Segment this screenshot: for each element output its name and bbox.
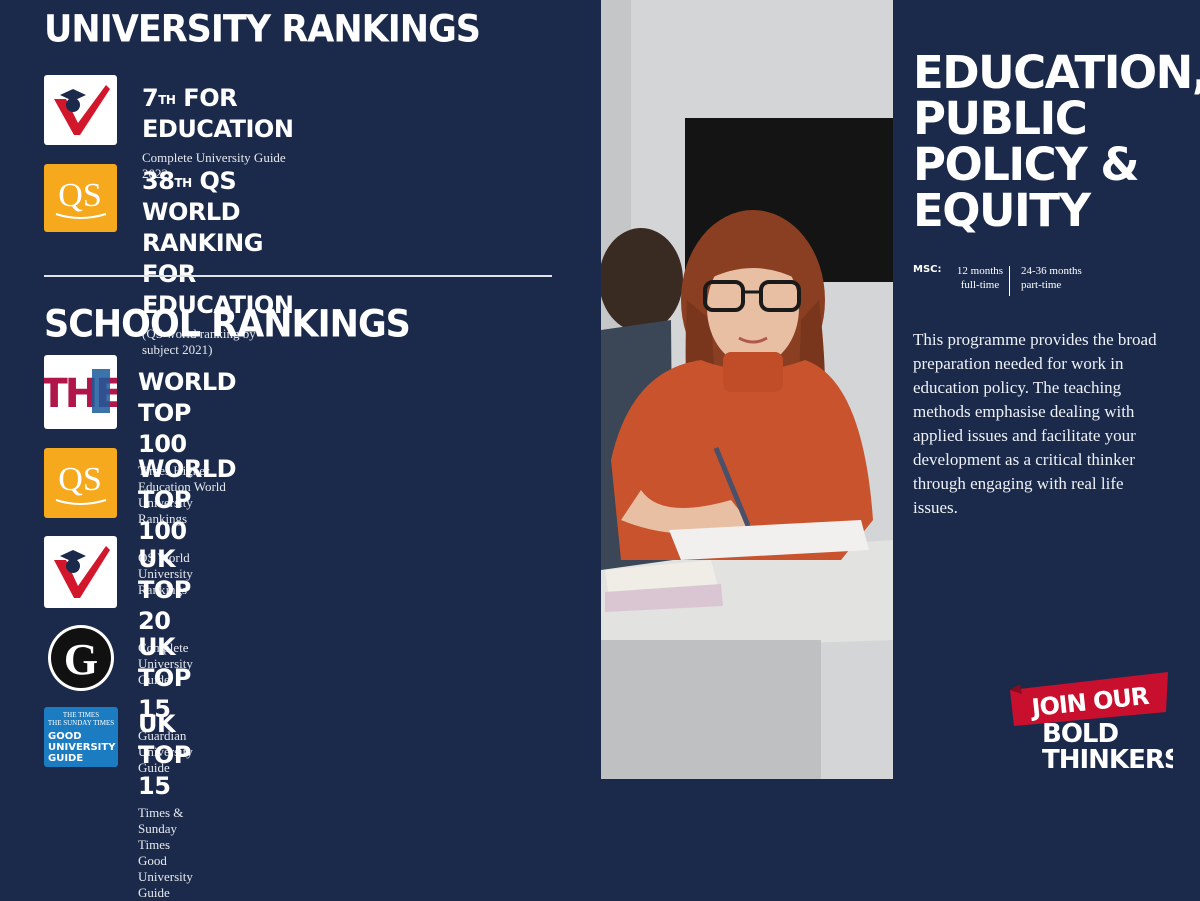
times-good-university-guide-logo: THE TIMES THE SUNDAY TIMES GOOD UNIVERSI… [44,707,118,767]
ranking-title: WORLD TOP 100 [138,455,237,545]
programme-panel: EDUCATION, PUBLIC POLICY & EQUITY MSC: 1… [893,0,1200,779]
ranking-source: Guardian University Guide [138,728,193,775]
school-rankings-heading: SCHOOL RANKINGS [44,303,411,347]
svg-text:THINKERS: THINKERS [1042,745,1173,772]
ranking-source: Complete University Guide 2022 [142,150,286,181]
msc-label: MSC: [913,264,942,275]
programme-description: This programme provides the broad prepar… [913,330,1157,517]
svg-text:UNIVERSITY: UNIVERSITY [48,742,116,753]
join-our-bold-thinkers-badge: JOIN OUR BOLD THINKERS [1008,668,1183,775]
svg-text:QS: QS [58,461,101,498]
the-logo: THE [40,355,123,429]
ranking-title: WORLD TOP 100 [138,368,237,458]
svg-text:GUIDE: GUIDE [48,753,83,764]
full-time-duration: 12 months full-time [956,265,1004,291]
svg-text:THE SUNDAY TIMES: THE SUNDAY TIMES [48,719,114,727]
qs-logo: QS [44,448,117,518]
part-time-duration: 24-36 months part-time [1021,265,1082,291]
ranking-source: Times Higher Education World University … [138,463,226,526]
ranking-source: (QS world ranking by subject 2021) [142,326,256,357]
ranking-title: UK TOP 15 [138,633,191,723]
svg-text:GOOD: GOOD [48,731,82,742]
guardian-logo: G [44,624,117,694]
svg-text:THE TIMES: THE TIMES [63,711,99,719]
complete-university-guide-logo [44,536,117,608]
ranking-source: QS World University Rankings [138,550,193,597]
ranking-title: UK TOP 20 [138,545,191,635]
complete-university-guide-logo [44,75,117,145]
ranking-source: Times & Sunday Times Good University Gui… [138,805,193,900]
svg-text:QS: QS [58,177,101,214]
svg-text:G: G [64,635,98,684]
rankings-panel: UNIVERSITY RANKINGS 7TH FOR EDUCATION Co… [0,0,601,900]
ranking-title: 7TH FOR EDUCATION [142,84,294,143]
ranking-title: UK TOP 15 [138,710,191,800]
divider [44,275,552,277]
ranking-title: 38TH QS WORLD RANKING [142,167,263,257]
ranking-source: Complete University Guide [138,640,193,687]
ranking-title-line2: FOR EDUCATION [142,260,294,319]
university-rankings-heading: UNIVERSITY RANKINGS [44,8,481,52]
duration-separator [1009,266,1010,296]
student-photo [601,0,893,779]
programme-title: EDUCATION, PUBLIC POLICY & EQUITY [913,46,1200,237]
qs-logo: QS [44,164,117,232]
svg-text:BOLD: BOLD [1042,719,1118,749]
